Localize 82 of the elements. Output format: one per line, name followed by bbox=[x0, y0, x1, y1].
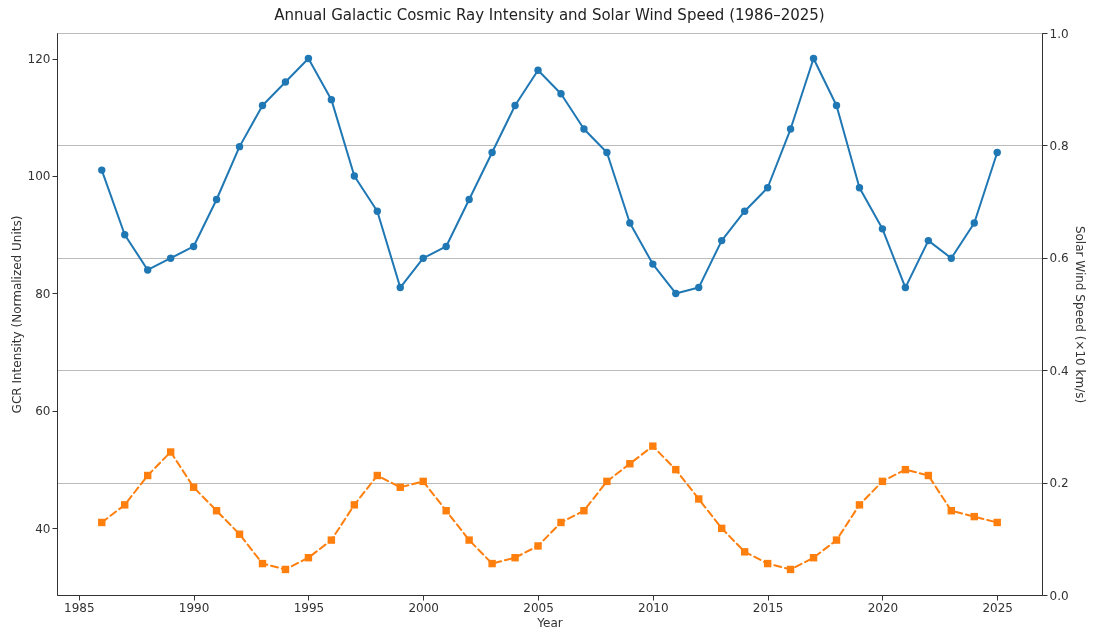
point bbox=[304, 54, 313, 63]
point bbox=[350, 172, 359, 180]
point bbox=[281, 78, 290, 86]
point bbox=[350, 501, 359, 509]
point bbox=[557, 90, 565, 98]
point bbox=[970, 219, 978, 227]
x-tick-label: 2025 bbox=[982, 600, 1013, 615]
y2-tick-label: 0.8 bbox=[1049, 138, 1069, 153]
point bbox=[534, 66, 542, 74]
y-tick-label: 60 bbox=[35, 404, 51, 419]
point bbox=[511, 101, 519, 110]
point bbox=[924, 236, 933, 245]
y2-axis-title: Solar Wind Speed (×10 km/s) bbox=[1072, 225, 1087, 404]
point bbox=[901, 283, 910, 292]
chart-title: Annual Galactic Cosmic Ray Intensity and Solar Wind Speed (1986–2025) bbox=[274, 6, 825, 24]
point bbox=[166, 254, 175, 262]
x-tick-label: 2015 bbox=[752, 600, 784, 615]
point bbox=[695, 495, 703, 503]
y-axis-title: GCR Intensity (Normalized Units) bbox=[9, 215, 24, 414]
point bbox=[327, 95, 336, 104]
x-tick-label: 2010 bbox=[638, 600, 669, 615]
x-tick-label: 1985 bbox=[64, 600, 95, 615]
point bbox=[832, 101, 841, 110]
point bbox=[189, 242, 198, 251]
y2-tick-label: 0.6 bbox=[1049, 251, 1069, 266]
point bbox=[442, 507, 450, 515]
point bbox=[740, 548, 749, 556]
y-tick-label: 120 bbox=[27, 52, 51, 67]
point bbox=[396, 283, 404, 292]
point bbox=[465, 536, 473, 544]
point bbox=[580, 125, 588, 133]
point bbox=[442, 242, 450, 251]
x-tick-label: 1990 bbox=[178, 600, 210, 615]
x-tick-label: 2020 bbox=[867, 600, 899, 615]
point bbox=[740, 207, 749, 215]
y-tick-label: 40 bbox=[35, 521, 51, 536]
point bbox=[603, 477, 611, 486]
point bbox=[143, 266, 152, 274]
y-tick-label: 80 bbox=[35, 286, 51, 301]
y2-tick-label: 0.4 bbox=[1049, 363, 1069, 378]
point bbox=[717, 236, 726, 245]
point bbox=[98, 166, 106, 174]
point bbox=[327, 536, 336, 544]
x-tick-label: 2005 bbox=[523, 600, 554, 615]
point bbox=[695, 283, 703, 292]
point bbox=[649, 260, 657, 268]
point bbox=[258, 101, 267, 110]
point bbox=[166, 448, 175, 456]
point bbox=[809, 54, 818, 63]
x-tick-label: 1995 bbox=[293, 600, 325, 615]
point bbox=[419, 254, 427, 262]
x-tick-label: 2000 bbox=[408, 600, 439, 615]
point bbox=[557, 518, 565, 527]
point bbox=[649, 442, 657, 450]
y2-tick-label: 1.0 bbox=[1049, 26, 1069, 41]
point bbox=[465, 195, 473, 204]
point bbox=[121, 501, 129, 509]
point bbox=[672, 289, 680, 298]
point bbox=[855, 501, 864, 509]
point bbox=[947, 254, 956, 262]
point bbox=[626, 219, 634, 227]
point bbox=[993, 148, 1001, 157]
point bbox=[488, 559, 496, 568]
point bbox=[580, 507, 588, 515]
point bbox=[786, 125, 795, 133]
point bbox=[534, 542, 542, 550]
point bbox=[763, 184, 772, 192]
y-tick-label: 100 bbox=[27, 169, 51, 184]
point bbox=[603, 148, 611, 157]
y2-tick-label: 0.2 bbox=[1049, 476, 1069, 491]
point bbox=[212, 195, 221, 204]
point bbox=[121, 231, 129, 239]
point bbox=[235, 142, 244, 151]
point bbox=[511, 554, 519, 562]
point bbox=[832, 536, 841, 544]
point bbox=[878, 225, 887, 233]
point bbox=[626, 460, 634, 468]
x-axis-title: Year bbox=[536, 615, 563, 630]
point bbox=[488, 148, 496, 157]
y2-tick-label: 0.0 bbox=[1049, 588, 1069, 603]
point bbox=[373, 207, 382, 215]
point bbox=[855, 184, 864, 192]
